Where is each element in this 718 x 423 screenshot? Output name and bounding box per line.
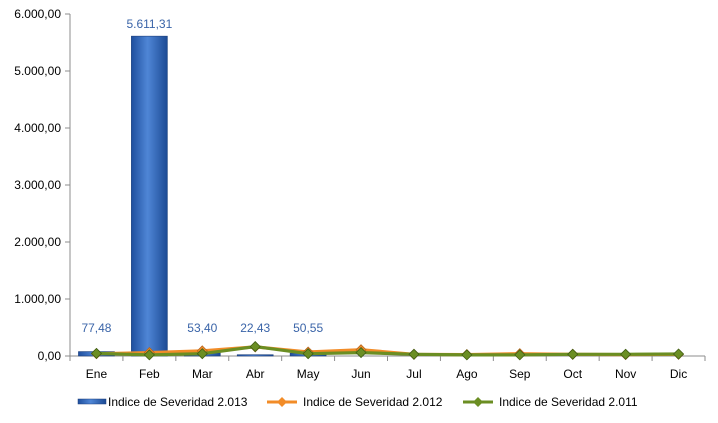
- bars: [78, 35, 327, 357]
- legend: Indice de Severidad 2.013 Indice de Sever…: [77, 395, 638, 409]
- y-tick-label: 0,00: [38, 349, 62, 363]
- x-tick-label: Nov: [615, 367, 636, 381]
- legend-label: Indice de Severidad 2.013: [108, 395, 248, 409]
- x-tick-label: Jun: [351, 367, 370, 381]
- legend-swatch-marker: [473, 397, 483, 407]
- legend-swatch-marker: [277, 397, 287, 407]
- legend-swatch-bar: [77, 398, 107, 405]
- x-tick-label: Abr: [246, 367, 265, 381]
- x-tick-label: May: [297, 367, 320, 381]
- y-tick-label: 5.000,00: [14, 64, 61, 78]
- axes: 0,00 1.000,00 2.000,00 3.000,00 4.000,00 5.00…: [14, 7, 706, 381]
- series-marker: [355, 347, 367, 359]
- legend-label: Indice de Severidad 2.012: [303, 395, 443, 409]
- bar-data-label: 22,43: [240, 321, 270, 335]
- series-marker: [514, 349, 526, 361]
- bar-data-label: 53,40: [187, 321, 217, 335]
- series-marker: [302, 348, 314, 360]
- bar-abr: [236, 354, 274, 357]
- x-tick-label: Oct: [563, 367, 582, 381]
- series-marker: [567, 348, 579, 360]
- legend-label: Indice de Severidad 2.011: [499, 395, 638, 409]
- x-tick-label: Ago: [456, 367, 478, 381]
- y-tick-label: 1.000,00: [14, 292, 61, 306]
- x-tick-label: Dic: [670, 367, 687, 381]
- x-tick-label: Feb: [139, 367, 160, 381]
- bar-data-label: 77,48: [81, 321, 111, 335]
- y-tick-label: 3.000,00: [14, 178, 61, 192]
- series-marker: [408, 348, 420, 360]
- x-tick-label: Mar: [192, 367, 213, 381]
- series-marker: [90, 347, 103, 360]
- bar-feb: [131, 35, 168, 357]
- y-tick-label: 6.000,00: [14, 7, 61, 21]
- x-tick-label: Jul: [406, 367, 421, 381]
- bar-data-label: 5.611,31: [126, 17, 172, 31]
- x-tick-label: Ene: [86, 367, 108, 381]
- series-marker: [196, 348, 208, 360]
- y-tick-label: 2.000,00: [14, 235, 61, 249]
- data-labels: 77,48 5.611,31 53,40 22,43 50,55: [81, 17, 323, 335]
- lines: [90, 341, 685, 361]
- series-marker: [620, 348, 632, 360]
- x-tick-label: Sep: [509, 367, 531, 381]
- y-tick-label: 4.000,00: [14, 121, 61, 135]
- series-line-2: [96, 345, 679, 357]
- series-marker: [461, 349, 473, 361]
- series-marker: [143, 349, 155, 361]
- series-marker: [672, 348, 685, 360]
- series-marker: [249, 341, 261, 353]
- bar-data-label: 50,55: [293, 321, 323, 335]
